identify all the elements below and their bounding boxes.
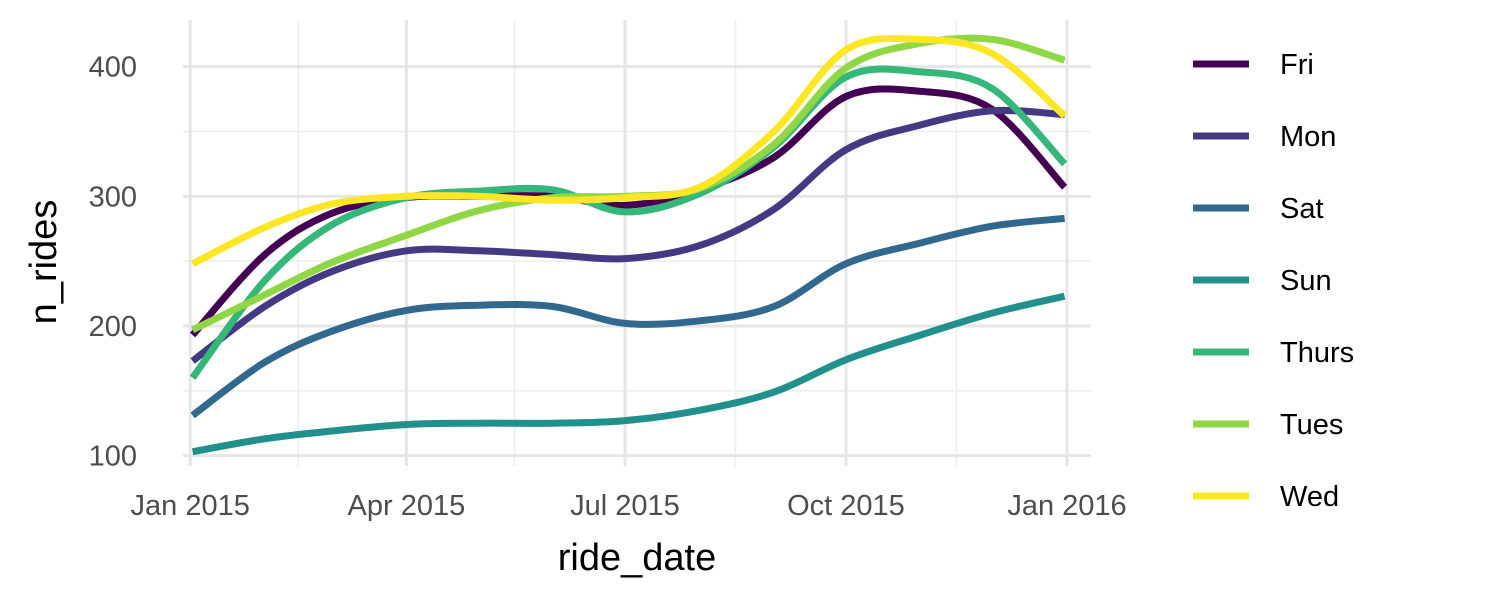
legend-label: Fri [1280,49,1314,81]
series-line-sat [190,214,1065,419]
y-axis-ticks: 100 200 300 400 [89,52,137,473]
y-axis-title: n_rides [23,200,65,325]
legend-item-fri: Fri [1193,49,1314,81]
y-tick-label: 100 [89,441,137,473]
y-tick-label: 400 [89,52,137,84]
legend-label: Thurs [1280,337,1354,369]
x-axis-title: ride_date [558,537,716,579]
legend-label: Sun [1280,265,1332,297]
legend-item-thurs: Thurs [1193,337,1354,369]
legend-item-tues: Tues [1193,409,1343,441]
series-line-fri [189,85,1068,338]
legend: Fri Mon Sat Sun Thurs Tues Wed [1193,49,1354,513]
x-tick-label: Jan 2015 [131,490,250,522]
legend-label: Sat [1280,193,1324,225]
series-line-tues [191,34,1066,334]
series-line-wed [191,34,1067,267]
legend-item-sat: Sat [1193,193,1324,225]
legend-item-sun: Sun [1193,265,1332,297]
major-gridlines [183,20,1091,466]
series-line-mon [190,106,1065,364]
x-tick-label: Apr 2015 [348,490,466,522]
x-axis-ticks: Jan 2015 Apr 2015 Jul 2015 Oct 2015 Jan 2016 [131,490,1127,522]
y-tick-label: 300 [89,181,137,213]
minor-gridlines [183,20,1091,466]
y-tick-label: 200 [89,311,137,343]
series-line-thurs [189,65,1068,380]
legend-item-wed: Wed [1193,481,1339,513]
series-lines [189,34,1068,456]
legend-label: Mon [1280,121,1336,153]
x-tick-label: Jul 2015 [570,490,680,522]
legend-label: Tues [1280,409,1343,441]
series-line-sun [191,292,1066,456]
x-tick-label: Oct 2015 [787,490,905,522]
x-tick-label: Jan 2016 [1007,490,1126,522]
legend-label: Wed [1280,481,1339,513]
legend-item-mon: Mon [1193,121,1336,153]
